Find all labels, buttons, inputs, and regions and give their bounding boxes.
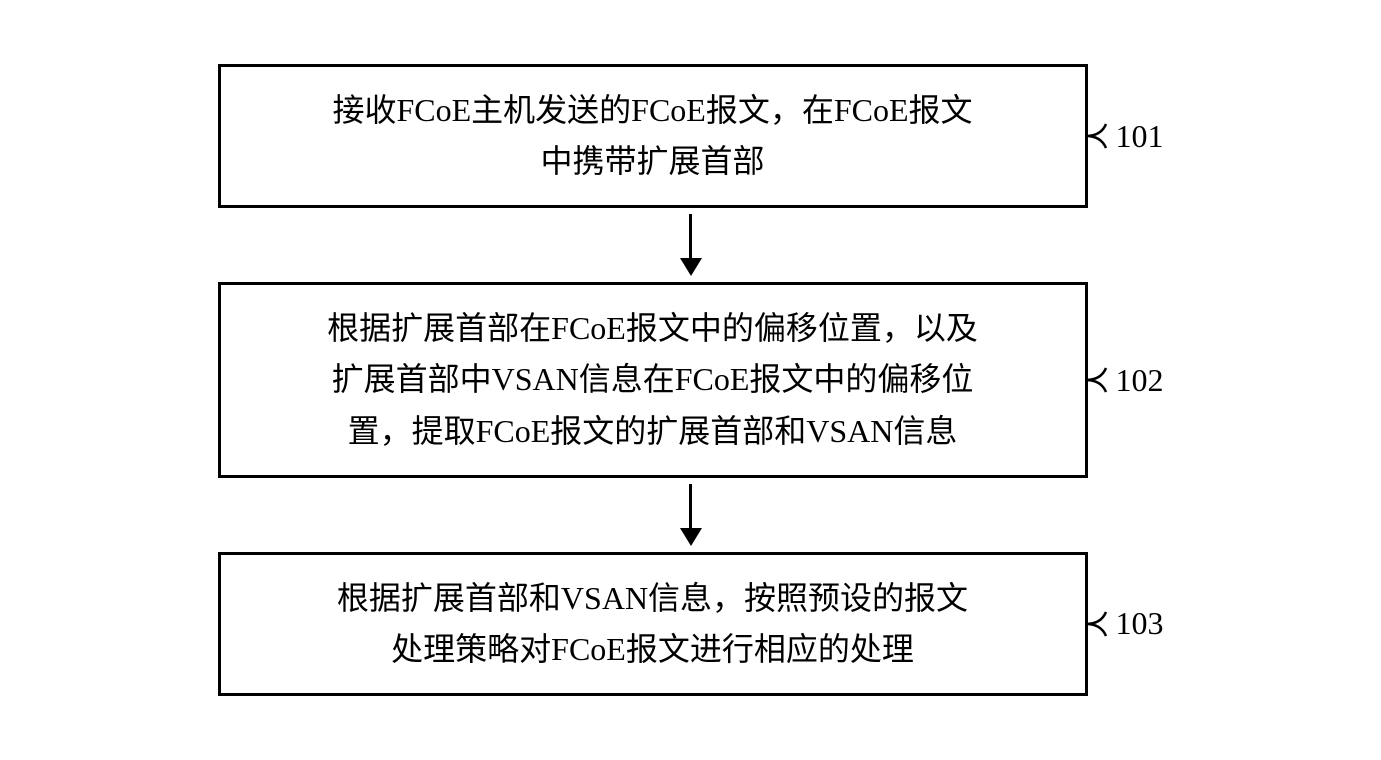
- step-text-line: 中携带扩展首部: [251, 136, 1055, 187]
- arrow-head-icon: [680, 528, 702, 546]
- arrow-head-icon: [680, 258, 702, 276]
- step-text-line: 根据扩展首部和VSAN信息，按照预设的报文: [251, 573, 1055, 624]
- arrow-2-to-3: [256, 484, 1126, 546]
- arrow-line-icon: [689, 484, 692, 529]
- step-text-line: 接收FCoE主机发送的FCoE报文，在FCoE报文: [251, 85, 1055, 136]
- step-label-101: 101: [1116, 118, 1164, 155]
- step-text-line: 置，提取FCoE报文的扩展首部和VSAN信息: [251, 406, 1055, 457]
- flow-row-1: 接收FCoE主机发送的FCoE报文，在FCoE报文 中携带扩展首部 101: [218, 64, 1164, 208]
- arrow-1-to-2: [256, 214, 1126, 276]
- step-label-102: 102: [1116, 362, 1164, 399]
- step-text-line: 处理策略对FCoE报文进行相应的处理: [251, 624, 1055, 675]
- flow-row-2: 根据扩展首部在FCoE报文中的偏移位置，以及 扩展首部中VSAN信息在FCoE报…: [218, 282, 1164, 478]
- connector-curve-icon: [1086, 360, 1126, 400]
- step-text-line: 扩展首部中VSAN信息在FCoE报文中的偏移位: [251, 354, 1055, 405]
- flowchart-container: 接收FCoE主机发送的FCoE报文，在FCoE报文 中携带扩展首部 101 根据…: [188, 34, 1194, 726]
- connector-curve-icon: [1086, 604, 1126, 644]
- step-text-line: 根据扩展首部在FCoE报文中的偏移位置，以及: [251, 303, 1055, 354]
- flow-box-103: 根据扩展首部和VSAN信息，按照预设的报文 处理策略对FCoE报文进行相应的处理: [218, 552, 1088, 696]
- step-label-103: 103: [1116, 605, 1164, 642]
- arrow-line-icon: [689, 214, 692, 259]
- flow-box-101: 接收FCoE主机发送的FCoE报文，在FCoE报文 中携带扩展首部: [218, 64, 1088, 208]
- flow-row-3: 根据扩展首部和VSAN信息，按照预设的报文 处理策略对FCoE报文进行相应的处理…: [218, 552, 1164, 696]
- flow-box-102: 根据扩展首部在FCoE报文中的偏移位置，以及 扩展首部中VSAN信息在FCoE报…: [218, 282, 1088, 478]
- connector-curve-icon: [1086, 116, 1126, 156]
